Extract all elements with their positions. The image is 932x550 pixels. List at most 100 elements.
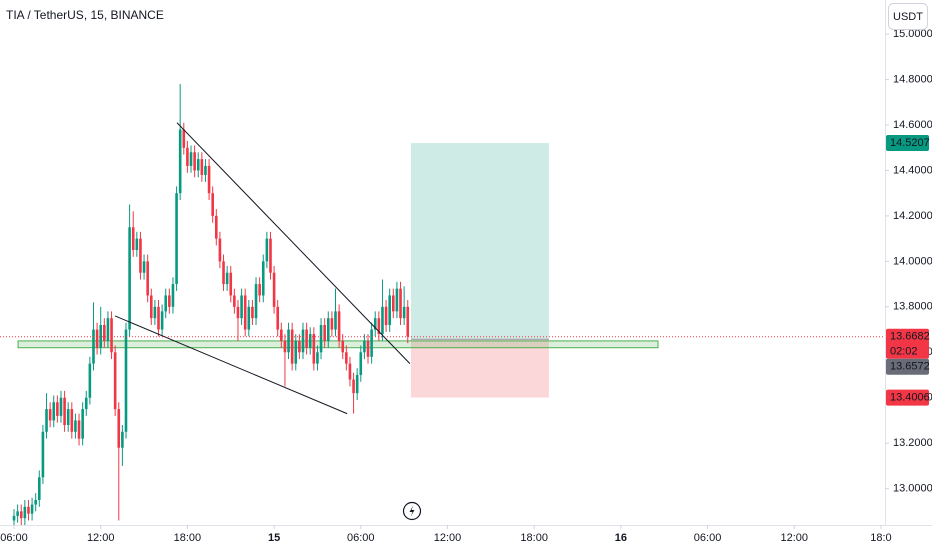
x-tick-label: 18:0 [870, 532, 891, 544]
candle-body [290, 329, 294, 364]
candle-body [348, 363, 352, 380]
candle-body [283, 340, 287, 353]
candle-body [298, 340, 301, 353]
candle-body [294, 340, 298, 364]
last-price-tag [886, 328, 929, 359]
candle-body [243, 295, 247, 330]
candle-body [19, 511, 23, 519]
candle-body [168, 295, 171, 307]
candle-body [215, 215, 218, 239]
candle-body [392, 295, 395, 312]
candle-body [261, 261, 265, 296]
candle-body [106, 318, 110, 341]
candle-body [258, 284, 261, 296]
candle-body [146, 261, 149, 296]
candle-body [38, 477, 41, 500]
candle-body [48, 409, 52, 421]
candle-body [265, 238, 269, 262]
candle-body [59, 397, 63, 416]
x-tick-label: 16 [615, 532, 627, 544]
candle-body [341, 340, 345, 353]
x-tick-label: 06:00 [347, 532, 375, 544]
candle-body [110, 318, 113, 353]
candle-body [103, 325, 106, 341]
candle-body [34, 500, 37, 505]
y-tick-label: 14.2000 [893, 210, 932, 222]
target-tag [886, 135, 929, 152]
candle-body [88, 363, 92, 398]
candle-body [74, 420, 77, 432]
trendline [176, 122, 411, 364]
axes: 13.000013.200013.400013.600013.800014.00… [0, 28, 932, 544]
currency-label[interactable]: USDT [893, 11, 923, 23]
candle-body [377, 318, 381, 335]
candle-body [204, 165, 207, 175]
candle-body [182, 129, 186, 148]
candle-body [56, 402, 59, 416]
candle-body [95, 329, 99, 348]
candle-body [45, 409, 48, 432]
candle-body [189, 152, 193, 166]
candle-body [395, 288, 399, 312]
target-label: 14.5207 [890, 137, 930, 149]
candle-body [312, 334, 316, 364]
candle-body [326, 318, 330, 341]
candle-body [16, 511, 19, 516]
candle-body [124, 329, 128, 432]
candle-body [99, 325, 103, 348]
last-price-label: 02:02 [890, 346, 918, 358]
x-tick-label: 18:00 [174, 532, 202, 544]
chart-title: TIA / TetherUS, 15, BINANCE [6, 8, 164, 22]
candle-body [113, 352, 117, 410]
lightning-icon[interactable] [402, 501, 422, 521]
candle-body [175, 193, 178, 285]
candle-body [316, 352, 319, 364]
candle-body [117, 409, 121, 448]
currency-button[interactable] [888, 3, 928, 30]
candle-body [131, 227, 135, 250]
candle-body [178, 129, 182, 194]
candle-body [301, 329, 305, 353]
candle-body [164, 295, 168, 312]
candle-body [384, 306, 388, 325]
candle-body [287, 329, 290, 353]
y-tick-label: 14.4000 [893, 164, 932, 176]
candle-body [334, 311, 337, 330]
x-tick-label: 12:00 [780, 532, 808, 544]
candle-body [41, 431, 45, 478]
x-tick-label: 18:00 [520, 532, 548, 544]
candle-body [135, 238, 139, 250]
candle-body [280, 329, 283, 341]
candle-body [247, 306, 251, 330]
candle-body [27, 506, 30, 514]
candle-body [171, 284, 175, 307]
support-zone [17, 340, 659, 349]
entry-label: 13.6572 [890, 361, 930, 373]
stop-label: 13.4006 [890, 391, 930, 403]
y-tick-label: 14.8000 [893, 73, 932, 85]
candle-body [319, 325, 323, 353]
candle-body [305, 329, 308, 348]
candle-body [153, 306, 157, 319]
x-tick-label: 12:00 [87, 532, 115, 544]
candle-body [81, 409, 84, 439]
candle-body [196, 159, 200, 171]
candle-body [272, 272, 276, 307]
candle-body [12, 515, 16, 521]
candle-body [77, 420, 81, 439]
candle-body [363, 340, 366, 353]
entry-tag [886, 358, 929, 375]
y-tick-label: 13.2000 [893, 437, 932, 449]
candle-body [211, 193, 214, 216]
candle-body [308, 334, 312, 348]
candle-body [355, 375, 359, 394]
stop-tag [886, 389, 929, 406]
candle-body [84, 397, 88, 410]
candle-body [330, 318, 334, 330]
candle-body [225, 272, 229, 285]
candle-body [157, 306, 160, 330]
candle-body [366, 340, 370, 357]
candle-body [236, 306, 240, 319]
